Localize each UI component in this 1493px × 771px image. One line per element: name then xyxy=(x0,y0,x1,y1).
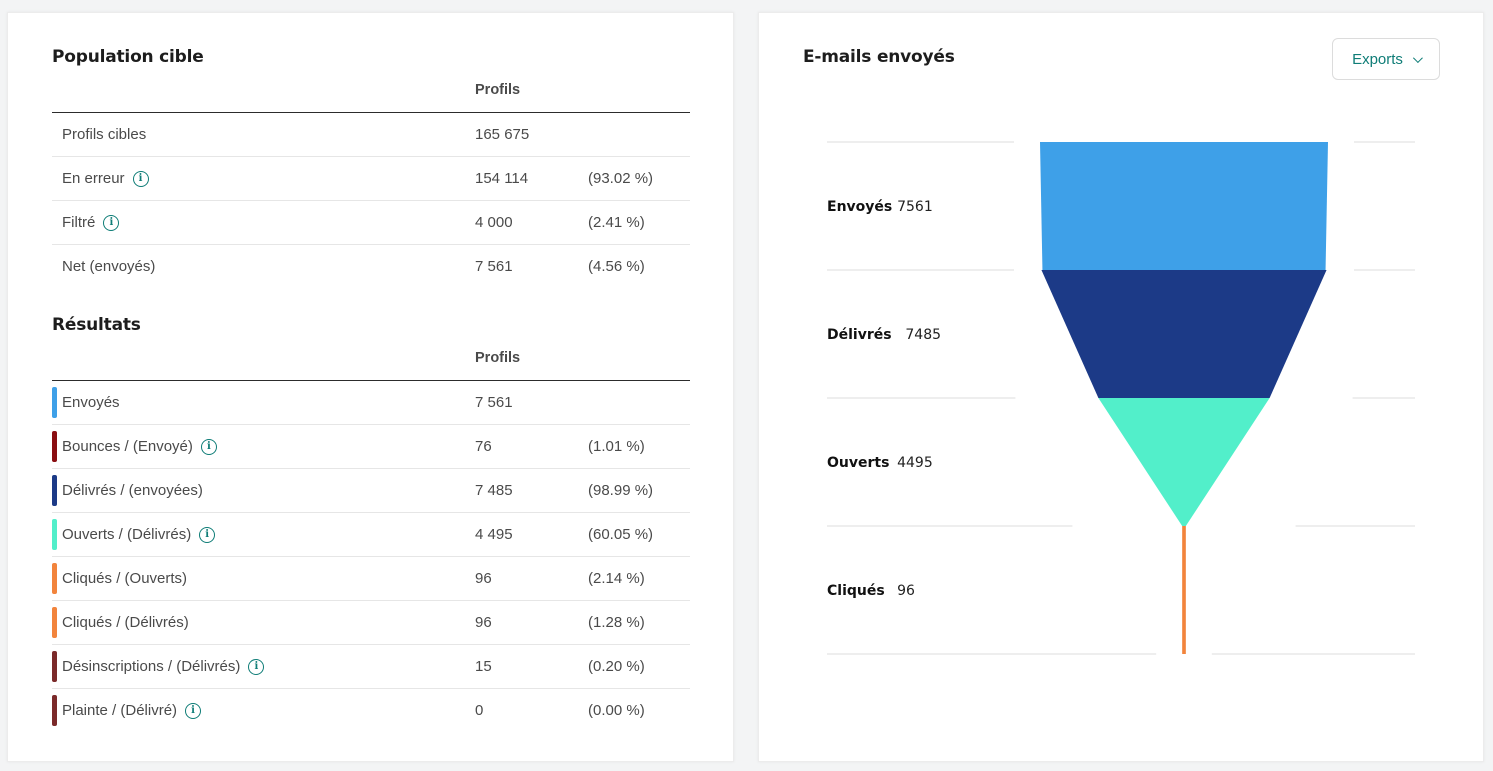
table-row: Désinscriptions / (Délivrés) i 15 (0.20 … xyxy=(52,645,690,689)
row-percentage: (98.99 %) xyxy=(588,482,654,499)
funnel-category-label: Envoyés xyxy=(827,199,892,215)
row-value: 4 000 xyxy=(475,214,513,231)
row-value: 15 xyxy=(475,658,492,675)
funnel-card: E-mails envoyés Exports Envoyés 7561 Déliv… xyxy=(758,12,1484,762)
table-row: Bounces / (Envoyé) i 76 (1.01 %) xyxy=(52,425,690,469)
series-color-bar xyxy=(52,431,57,462)
population-title: Population cible xyxy=(52,47,204,67)
row-percentage: (4.56 %) xyxy=(588,258,645,275)
row-label: Plainte / (Délivré) i xyxy=(62,689,202,732)
row-value: 165 675 xyxy=(475,126,530,143)
row-value: 7 561 xyxy=(475,394,513,411)
table-row: En erreur i 154 114 (93.02 %) xyxy=(52,157,690,201)
series-color-bar xyxy=(52,519,57,550)
row-percentage: (0.00 %) xyxy=(588,702,645,719)
info-icon[interactable]: i xyxy=(199,526,216,543)
series-color-bar xyxy=(52,475,57,506)
row-value: 76 xyxy=(475,438,492,455)
row-label-text: Désinscriptions / (Délivrés) xyxy=(62,658,241,675)
row-label: Délivrés / (envoyées) xyxy=(62,469,203,512)
table-row: Délivrés / (envoyées) 7 485 (98.99 %) xyxy=(52,469,690,513)
row-label-text: En erreur xyxy=(62,170,125,187)
row-value: 4 495 xyxy=(475,526,513,543)
row-label: Cliqués / (Délivrés) xyxy=(62,601,189,644)
row-label: Profils cibles xyxy=(62,113,146,156)
table-row: Profils cibles 165 675 xyxy=(52,113,690,157)
info-icon[interactable]: i xyxy=(248,658,265,675)
row-value: 154 114 xyxy=(475,170,529,187)
info-icon[interactable]: i xyxy=(132,170,149,187)
series-color-bar xyxy=(52,695,57,726)
series-color-bar xyxy=(52,387,57,418)
row-label-text: Ouverts / (Délivrés) xyxy=(62,526,192,543)
series-color-bar xyxy=(52,607,57,638)
row-label: Bounces / (Envoyé) i xyxy=(62,425,217,468)
funnel-value-label: 7485 xyxy=(905,327,941,343)
table-row: Cliqués / (Ouverts) 96 (2.14 %) xyxy=(52,557,690,601)
funnel-band-4 xyxy=(1182,526,1186,654)
table-row: Net (envoyés) 7 561 (4.56 %) xyxy=(52,245,690,289)
info-icon[interactable]: i xyxy=(200,438,217,455)
row-percentage: (1.28 %) xyxy=(588,614,645,631)
funnel-chart: Envoyés 7561 Délivrés 7485 Ouverts 4495 Cliqué… xyxy=(827,141,1415,655)
row-label: Désinscriptions / (Délivrés) i xyxy=(62,645,265,688)
row-value: 0 xyxy=(475,702,484,719)
table-row: Cliqués / (Délivrés) 96 (1.28 %) xyxy=(52,601,690,645)
row-percentage: (1.01 %) xyxy=(588,438,645,455)
population-column-header: Profils xyxy=(475,82,521,98)
row-label-text: Net (envoyés) xyxy=(62,258,156,275)
results-title: Résultats xyxy=(52,315,141,335)
row-value: 96 xyxy=(475,570,492,587)
table-row: Ouverts / (Délivrés) i 4 495 (60.05 %) xyxy=(52,513,690,557)
tables-card: Population cible Profils Profils cibles … xyxy=(7,12,734,762)
funnel-value-label: 4495 xyxy=(897,455,933,471)
funnel-value-label: 96 xyxy=(897,583,915,599)
row-label-text: Plainte / (Délivré) xyxy=(62,702,178,719)
funnel-band-2 xyxy=(1041,270,1327,398)
table-row: Envoyés 7 561 xyxy=(52,381,690,425)
row-percentage: (60.05 %) xyxy=(588,526,654,543)
funnel-band-3 xyxy=(1098,398,1270,526)
row-label-text: Cliqués / (Ouverts) xyxy=(62,570,188,587)
info-icon[interactable]: i xyxy=(185,702,202,719)
funnel-category-label: Ouverts xyxy=(827,455,889,471)
funnel-band-1 xyxy=(1040,142,1328,270)
series-color-bar xyxy=(52,563,57,594)
funnel-category-label: Cliqués xyxy=(827,583,885,599)
row-percentage: (2.14 %) xyxy=(588,570,645,587)
row-value: 7 561 xyxy=(475,258,513,275)
exports-button[interactable]: Exports xyxy=(1332,38,1440,80)
row-label: Envoyés xyxy=(62,381,120,424)
row-label-text: Bounces / (Envoyé) xyxy=(62,438,193,455)
row-percentage: (93.02 %) xyxy=(588,170,654,187)
results-table: Envoyés 7 561 Bounces / (Envoyé) i 76 (1… xyxy=(52,380,690,733)
row-percentage: (0.20 %) xyxy=(588,658,645,675)
series-color-bar xyxy=(52,651,57,682)
row-label-text: Délivrés / (envoyées) xyxy=(62,482,203,499)
table-row: Plainte / (Délivré) i 0 (0.00 %) xyxy=(52,689,690,733)
row-label-text: Filtré xyxy=(62,214,96,231)
row-label: Ouverts / (Délivrés) i xyxy=(62,513,216,556)
population-table: Profils cibles 165 675 En erreur i 154 1… xyxy=(52,112,690,289)
row-label-text: Envoyés xyxy=(62,394,120,411)
table-row: Filtré i 4 000 (2.41 %) xyxy=(52,201,690,245)
funnel-value-label: 7561 xyxy=(897,199,933,215)
row-label: Net (envoyés) xyxy=(62,245,155,288)
funnel-category-label: Délivrés xyxy=(827,327,892,343)
emails-title: E-mails envoyés xyxy=(803,47,955,67)
row-label: Filtré i xyxy=(62,201,120,244)
row-label-text: Profils cibles xyxy=(62,126,147,143)
row-label: En erreur i xyxy=(62,157,149,200)
results-column-header: Profils xyxy=(475,350,521,366)
row-value: 7 485 xyxy=(475,482,513,499)
row-label-text: Cliqués / (Délivrés) xyxy=(62,614,189,631)
row-value: 96 xyxy=(475,614,492,631)
row-percentage: (2.41 %) xyxy=(588,214,645,231)
exports-label: Exports xyxy=(1352,50,1403,68)
row-label: Cliqués / (Ouverts) xyxy=(62,557,187,600)
info-icon[interactable]: i xyxy=(103,214,120,231)
